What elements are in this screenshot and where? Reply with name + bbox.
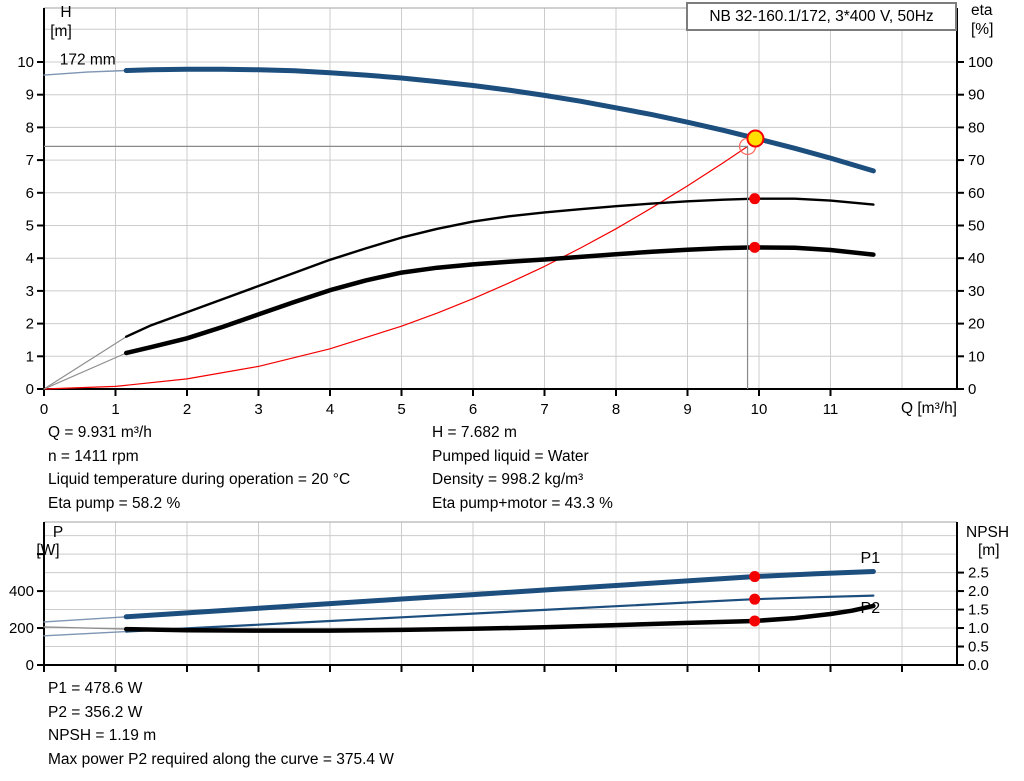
duty-value-dot (749, 571, 761, 583)
left-tick-label: 7 (26, 152, 34, 169)
x-tick-label: 9 (683, 401, 691, 418)
right-tick-label: 30 (968, 283, 985, 300)
operating-point-info-right: H = 7.682 m Pumped liquid = Water Densit… (432, 421, 613, 515)
left-tick-label: 0 (26, 381, 34, 398)
left-tick-label: 400 (9, 583, 34, 600)
curve-label: P2 (861, 600, 881, 617)
right-tick-label: 20 (968, 316, 985, 333)
left-axis-unit: [W] (36, 542, 59, 559)
series-p1-extrapolation (43, 616, 127, 623)
right-tick-label: 50 (968, 218, 985, 235)
curve-label: 172 mm (60, 52, 116, 69)
left-axis-title: H (60, 4, 71, 21)
right-tick-label: 0.0 (968, 657, 989, 674)
series-p2-curve (125, 594, 875, 633)
readout-p1: P1 = 478.6 W (48, 680, 143, 697)
right-tick-label: 2.5 (968, 565, 989, 582)
x-tick-label: 6 (469, 401, 477, 418)
series-npsh-extrapolation (43, 626, 127, 630)
right-tick-label: 60 (968, 185, 985, 202)
left-tick-label: 8 (26, 119, 34, 136)
left-tick-label: 4 (26, 250, 34, 267)
readout-head: H = 7.682 m (432, 424, 517, 441)
right-tick-label: 2.0 (968, 583, 989, 600)
series-eta-pump-curve (124, 197, 875, 338)
right-tick-label: 80 (968, 119, 985, 136)
x-tick-label: 11 (823, 401, 839, 418)
x-tick-label: 7 (540, 401, 548, 418)
curve-label: P1 (861, 550, 881, 567)
readout-speed: n = 1411 rpm (48, 447, 139, 465)
series-eta-pump-extrapolation (43, 336, 127, 390)
series-npsh-curve (123, 603, 876, 633)
series-p2-extrapolation (43, 630, 127, 637)
readout-eta-pump-motor: Eta pump+motor = 43.3 % (432, 494, 613, 512)
series-eta-pump-motor-curve (123, 245, 876, 356)
operating-point-info-left: Q = 9.931 m³/h n = 1411 rpm Liquid tempe… (48, 421, 350, 515)
pump-model-title: NB 32-160.1/172, 3*400 V, 50Hz (709, 7, 934, 25)
series-head-curve-172mm (123, 66, 876, 174)
series-head-curve-extrapolation (43, 69, 127, 76)
left-tick-label: 6 (26, 185, 34, 202)
right-tick-label: 70 (968, 152, 985, 169)
right-tick-label: 90 (968, 87, 985, 104)
x-tick-label: 3 (254, 401, 262, 418)
readout-p2: P2 = 356.2 W (48, 703, 143, 721)
x-tick-label: 2 (183, 401, 191, 418)
readout-eta-pump: Eta pump = 58.2 % (48, 494, 181, 512)
x-axis-title: Q [m³/h] (901, 400, 957, 417)
left-axis-unit: [m] (50, 23, 72, 40)
duty-value-dot (749, 193, 761, 205)
right-tick-label: 100 (968, 54, 993, 71)
power-npsh-info: P1 = 478.6 W P2 = 356.2 W NPSH = 1.19 m … (48, 677, 394, 771)
right-axis-title: NPSH (966, 524, 1009, 541)
duty-value-dot (749, 593, 761, 605)
left-tick-label: 200 (9, 620, 34, 637)
right-tick-label: 0 (968, 381, 976, 398)
readout-liquid-temperature: Liquid temperature during operation = 20… (48, 471, 351, 489)
readout-q: Q = 9.931 m³/h (48, 424, 152, 441)
readout-pumped-liquid: Pumped liquid = Water (432, 447, 589, 465)
pump-model-title-box: NB 32-160.1/172, 3*400 V, 50Hz (686, 2, 957, 31)
x-tick-label: 4 (326, 401, 334, 418)
left-tick-label: 9 (26, 87, 34, 104)
right-tick-label: 1.0 (968, 620, 989, 637)
right-tick-label: 10 (968, 348, 985, 365)
x-tick-label: 0 (40, 401, 48, 418)
right-axis-unit: [%] (971, 21, 993, 38)
left-tick-label: 0 (26, 657, 34, 674)
left-tick-label: 5 (26, 218, 34, 235)
x-tick-label: 8 (612, 401, 620, 418)
x-tick-label: 1 (111, 401, 119, 418)
right-axis-unit: [m] (978, 542, 1000, 559)
right-tick-label: 1.5 (968, 602, 989, 619)
left-tick-label: 1 (26, 348, 34, 365)
x-tick-label: 10 (751, 401, 768, 418)
x-tick-label: 5 (397, 401, 405, 418)
series-system-resistance-curve (43, 145, 749, 390)
duty-point-marker (746, 129, 765, 148)
right-tick-label: 0.5 (968, 639, 989, 656)
left-tick-label: 3 (26, 283, 34, 300)
right-tick-label: 40 (968, 250, 985, 267)
readout-npsh: NPSH = 1.19 m (48, 727, 157, 745)
series-eta-pump-motor-extrapolation (43, 352, 127, 390)
left-tick-label: 10 (17, 54, 34, 71)
readout-max-p2: Max power P2 required along the curve = … (48, 750, 394, 768)
right-axis-title: eta (971, 2, 993, 19)
duty-value-dot (749, 615, 761, 627)
left-axis-title: P (53, 524, 63, 541)
readout-density: Density = 998.2 kg/m³ (432, 471, 584, 489)
series-p1-curve (123, 569, 876, 620)
duty-value-dot (749, 241, 761, 253)
left-tick-label: 2 (26, 316, 34, 333)
